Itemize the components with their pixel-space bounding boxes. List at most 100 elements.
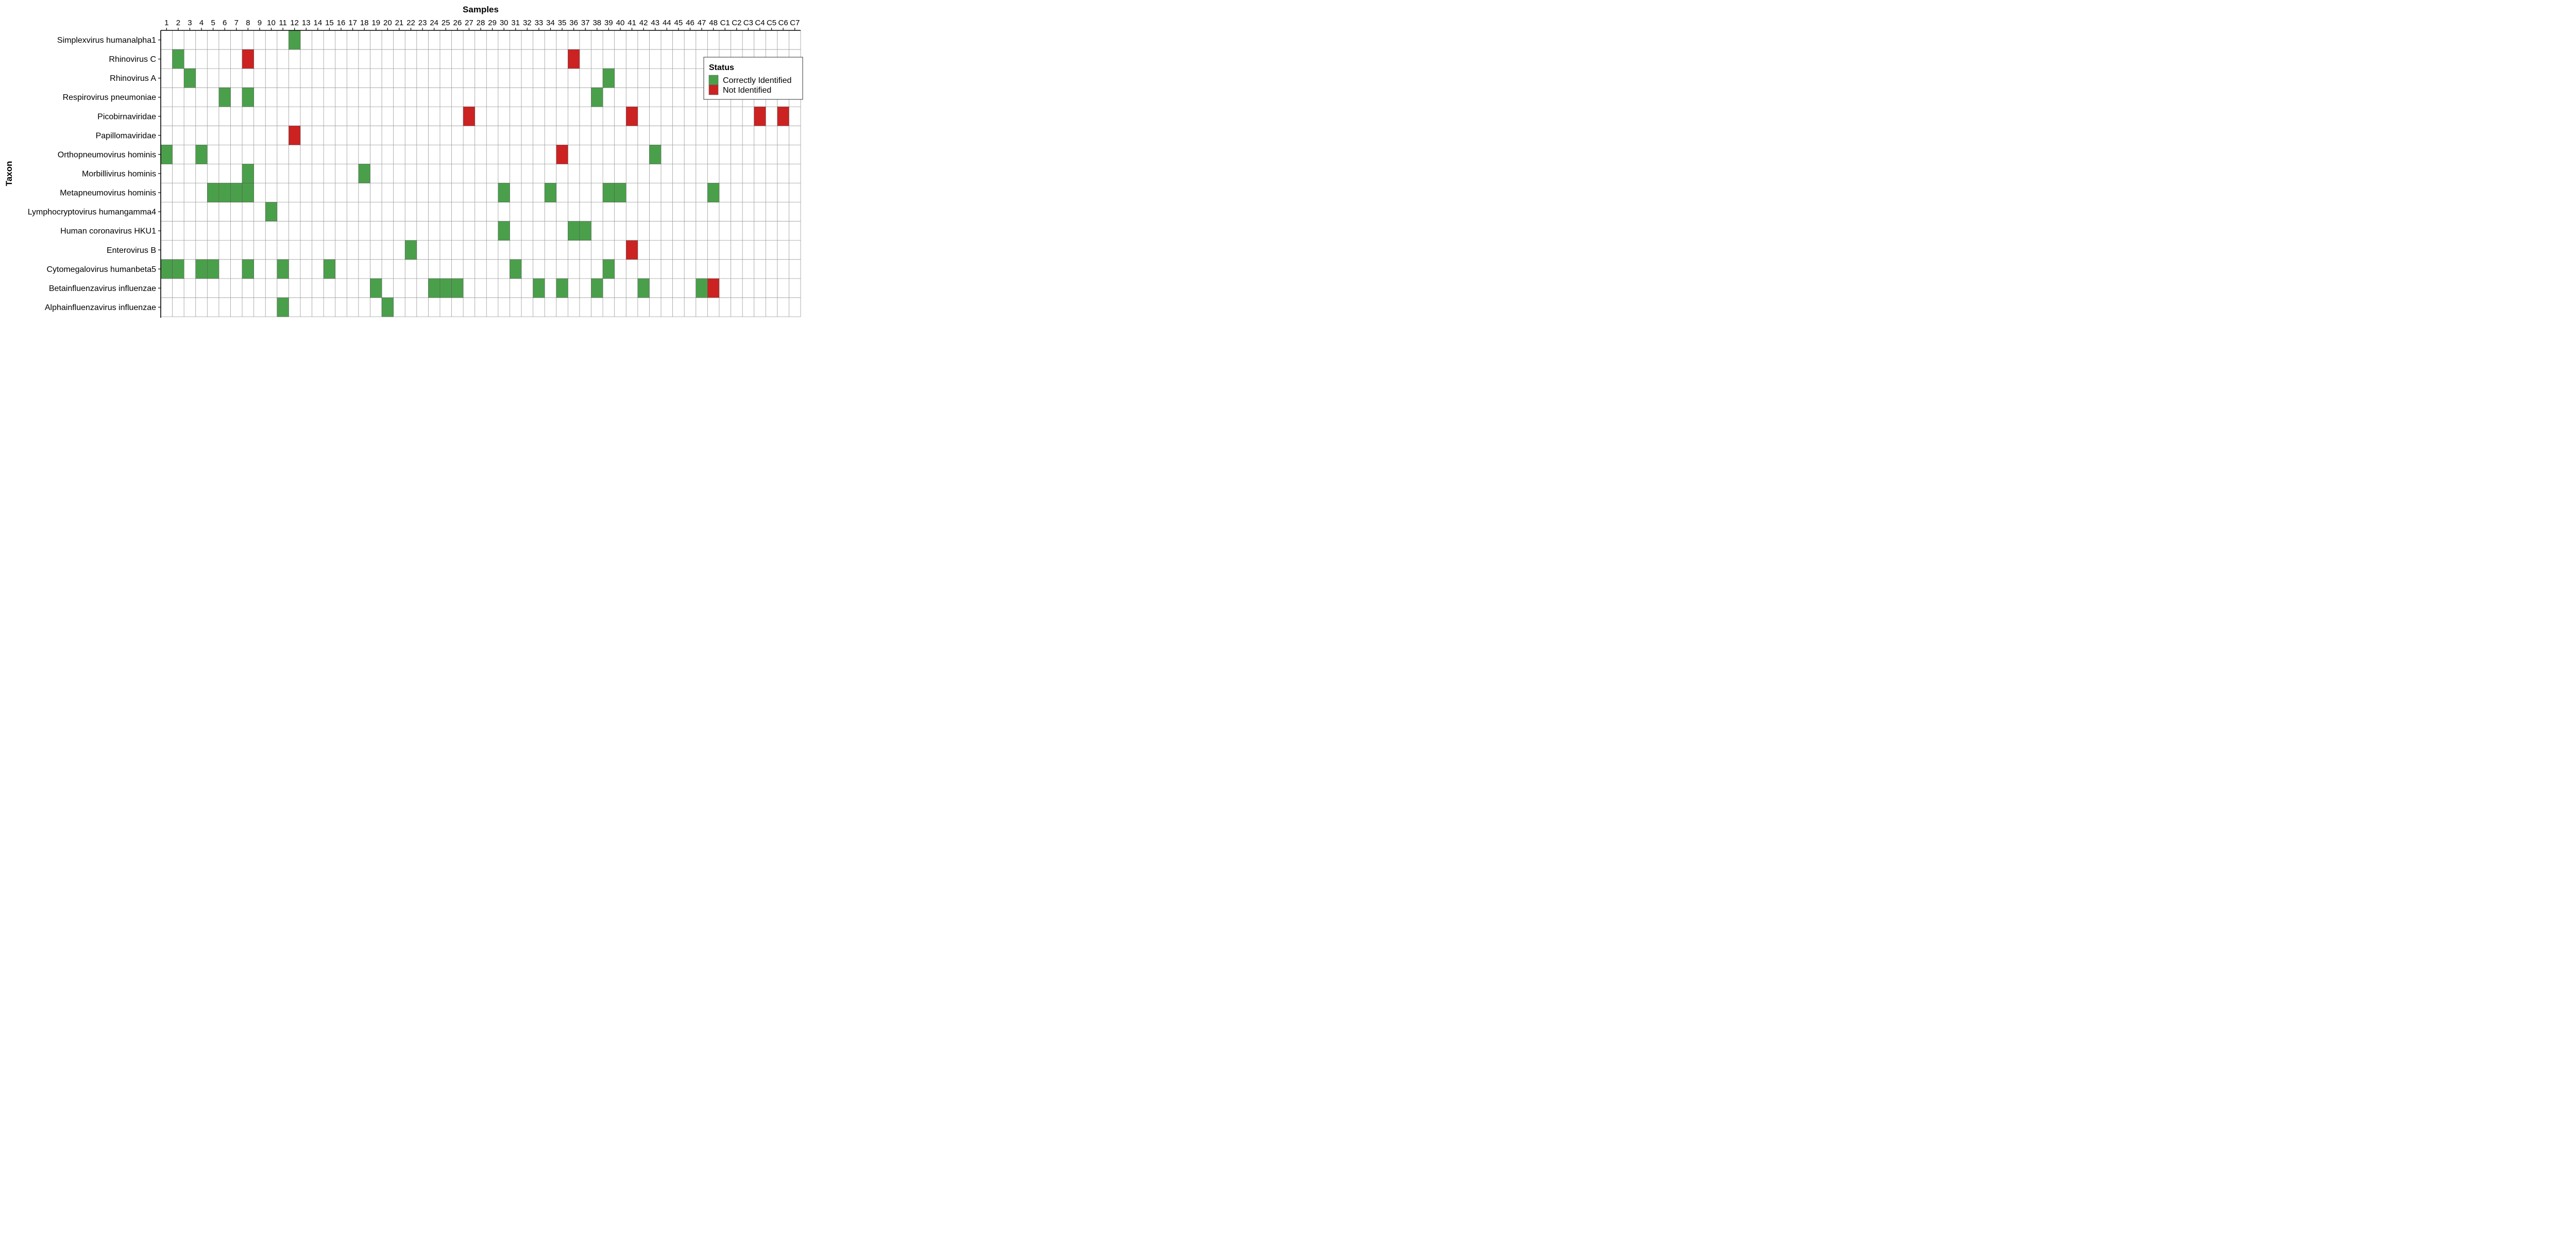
x-tick-label: 31 xyxy=(511,19,520,27)
heatmap-cell xyxy=(556,278,568,298)
heatmap-cell xyxy=(160,145,173,164)
heatmap-cell xyxy=(195,145,208,164)
x-tick-label: 26 xyxy=(453,19,462,27)
x-tick-label: 44 xyxy=(663,19,671,27)
legend-label: Not Identified xyxy=(723,86,771,95)
x-tick-label: 8 xyxy=(246,19,250,27)
heatmap-cell xyxy=(439,278,452,298)
heatmap-cell xyxy=(649,145,662,164)
x-tick-label: 48 xyxy=(709,19,718,27)
y-tick-label: Morbillivirus hominis xyxy=(82,170,156,179)
legend-title: Status xyxy=(709,63,734,72)
legend-frame xyxy=(703,57,803,100)
y-tick-label: Papillomaviridae xyxy=(96,131,156,140)
y-tick-label: Lymphocryptovirus humangamma4 xyxy=(28,208,156,217)
y-tick-label: Picobirnaviridae xyxy=(97,112,156,121)
heatmap-cell xyxy=(625,240,638,260)
x-tick-label: 23 xyxy=(418,19,427,27)
heatmap-cell xyxy=(568,49,580,69)
x-tick-label: 7 xyxy=(234,19,239,27)
y-tick-label: Rhinovirus C xyxy=(109,55,156,64)
heatmap-cell xyxy=(160,259,173,279)
x-tick-label: 16 xyxy=(337,19,346,27)
y-tick-label: Enterovirus B xyxy=(107,246,156,255)
legend-swatch xyxy=(708,84,719,95)
x-axis-title: Samples xyxy=(463,5,499,14)
legend-label: Correctly Identified xyxy=(723,76,791,85)
heatmap-cell xyxy=(602,259,615,279)
heatmap-cell xyxy=(498,183,510,202)
heatmap-cell xyxy=(777,106,789,126)
y-tick-label: Alphainfluenzavirus influenzae xyxy=(45,303,156,312)
x-tick-label: 35 xyxy=(558,19,567,27)
x-tick-label: 40 xyxy=(616,19,625,27)
heatmap-cell xyxy=(207,259,219,279)
heatmap-cell xyxy=(218,183,231,202)
heatmap-cell xyxy=(707,183,720,202)
x-tick-label: 47 xyxy=(698,19,706,27)
heatmap-cell xyxy=(463,106,476,126)
heatmap-cell xyxy=(533,278,545,298)
x-tick-label: 22 xyxy=(406,19,415,27)
x-tick-label: 24 xyxy=(430,19,438,27)
x-tick-label: 5 xyxy=(211,19,215,27)
heatmap-cell xyxy=(579,221,591,241)
x-tick-label: 27 xyxy=(465,19,473,27)
x-tick-label: 17 xyxy=(348,19,357,27)
heatmap-cell xyxy=(207,183,219,202)
heatmap-cell xyxy=(242,164,254,183)
x-tick-label: 12 xyxy=(290,19,299,27)
x-tick-label: 38 xyxy=(592,19,601,27)
heatmap-cell xyxy=(625,106,638,126)
y-tick-label: Orthopneumovirus hominis xyxy=(58,150,156,159)
x-tick-label: 25 xyxy=(442,19,450,27)
x-tick-label: 10 xyxy=(267,19,276,27)
x-tick-label: 15 xyxy=(325,19,334,27)
x-tick-label: 20 xyxy=(383,19,392,27)
y-tick-label: Metapneumovirus hominis xyxy=(60,189,156,198)
y-tick-label: Cytomegalovirus humanbeta5 xyxy=(46,265,156,274)
y-tick-labels: Simplexvirus humanalpha1 Rhinovirus C Rhin… xyxy=(28,36,157,312)
x-tick-label: 30 xyxy=(500,19,509,27)
y-tick-label: Human coronavirus HKU1 xyxy=(60,227,156,236)
heatmap-cell xyxy=(242,87,254,107)
heatmap-cell xyxy=(404,240,417,260)
x-tick-label: 28 xyxy=(477,19,485,27)
heatmap-cell xyxy=(428,278,440,298)
x-tick-label: 18 xyxy=(360,19,369,27)
x-tick-label: 6 xyxy=(223,19,227,27)
heatmap-cell xyxy=(195,259,208,279)
heatmap-cell xyxy=(498,221,510,241)
heatmap-cell xyxy=(696,278,708,298)
heatmap-cell xyxy=(602,183,615,202)
x-tick-label: C2 xyxy=(732,19,741,27)
heatmap-cell xyxy=(370,278,382,298)
x-tick-label: 11 xyxy=(279,19,287,27)
y-tick-label: Rhinovirus A xyxy=(110,74,156,83)
x-tick-label: 13 xyxy=(302,19,311,27)
x-tick-label: C7 xyxy=(790,19,800,27)
x-tick-label: C1 xyxy=(720,19,730,27)
y-tick-label: Betainfluenzavirus influenzae xyxy=(49,284,156,293)
x-tick-label: 19 xyxy=(371,19,380,27)
x-tick-label: 36 xyxy=(569,19,578,27)
x-tick-label: C3 xyxy=(743,19,753,27)
heatmap-cell xyxy=(451,278,464,298)
heatmap-cell xyxy=(242,49,254,69)
x-tick-label: 29 xyxy=(488,19,497,27)
heatmap-cell xyxy=(323,259,336,279)
heatmap-cell xyxy=(242,183,254,202)
x-tick-label: 3 xyxy=(188,19,192,27)
x-tick-label: 37 xyxy=(581,19,590,27)
heatmap-cell xyxy=(172,49,184,69)
x-tick-label: 2 xyxy=(176,19,180,27)
x-tick-label: 14 xyxy=(314,19,323,27)
x-tick-label: 32 xyxy=(523,19,532,27)
y-axis-title: Taxon xyxy=(4,161,14,186)
x-tick-label: C5 xyxy=(767,19,776,27)
heatmap-cell xyxy=(556,145,568,164)
heatmap-cell xyxy=(242,259,254,279)
x-tick-label: C4 xyxy=(755,19,765,27)
